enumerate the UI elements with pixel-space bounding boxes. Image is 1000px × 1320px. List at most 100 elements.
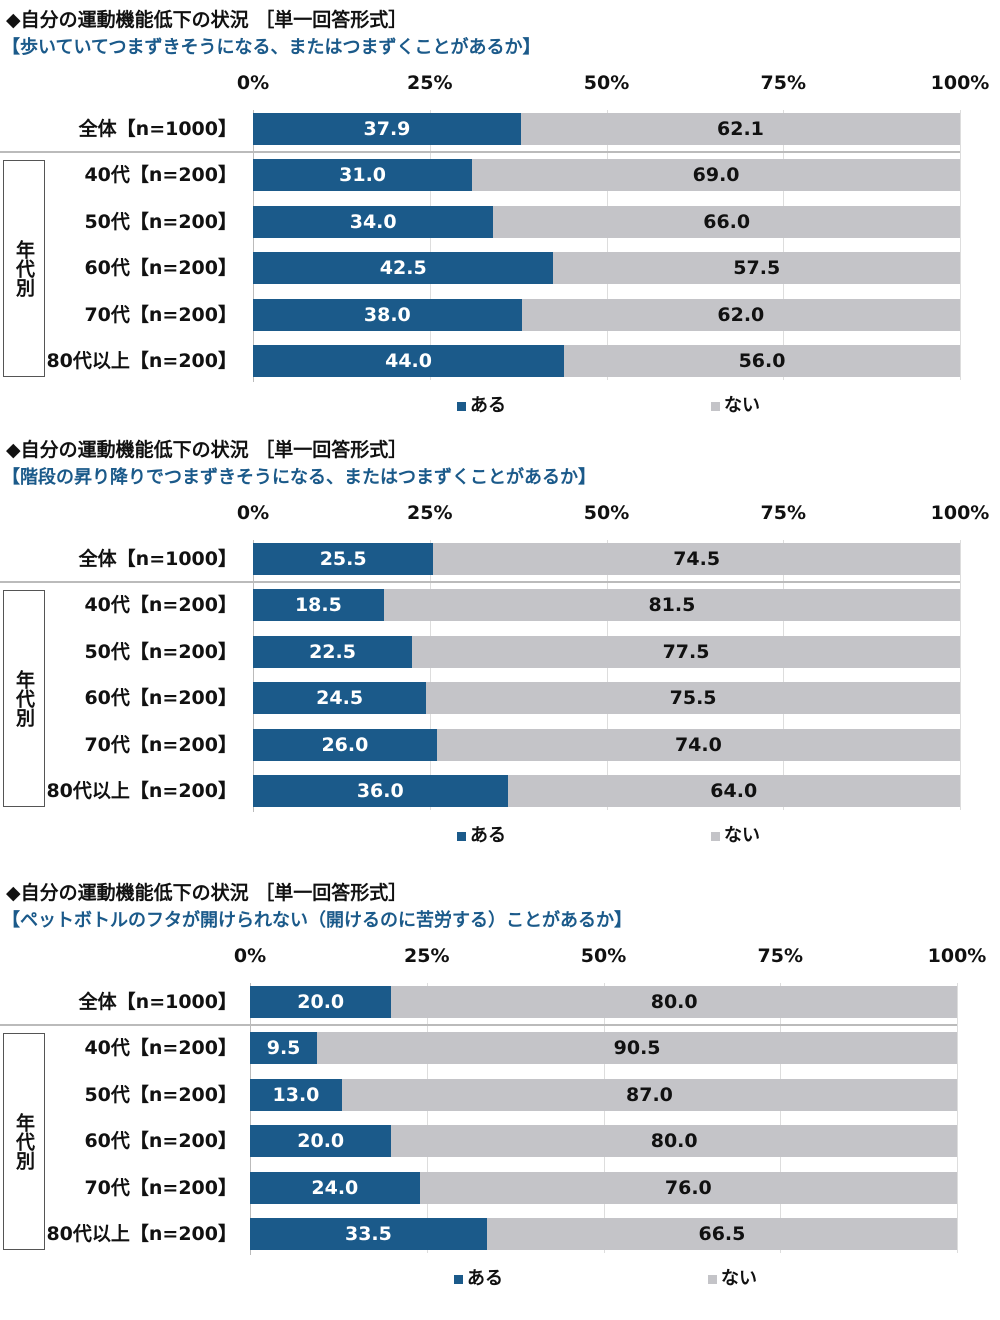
bar-aru: 36.0 <box>253 775 508 807</box>
category-label: 80代以上【n=200】 <box>46 1223 237 1245</box>
bar-aru: 13.0 <box>250 1079 342 1111</box>
gridline <box>606 540 608 810</box>
legend-item: ない <box>711 825 760 847</box>
bar-aru: 33.5 <box>250 1218 487 1250</box>
gridline <box>783 110 785 380</box>
bar-nai: 81.5 <box>383 589 960 621</box>
category-label: 80代以上【n=200】 <box>46 350 237 372</box>
legend-item: ある <box>457 825 506 847</box>
x-tick-label: 75% <box>760 502 806 524</box>
age-group-box: 年代別 <box>3 590 45 807</box>
x-tick-label: 0% <box>236 502 270 524</box>
x-tick-label: 25% <box>407 502 453 524</box>
x-tick-label: 75% <box>757 945 803 967</box>
bar-aru: 18.5 <box>253 589 384 621</box>
x-tick-label: 50% <box>583 502 630 524</box>
legend-label: ない <box>721 1268 757 1289</box>
bar-nai: 66.0 <box>493 206 960 238</box>
y-axis-line <box>253 540 254 812</box>
gridline <box>426 983 428 1253</box>
bar-nai: 74.0 <box>436 729 960 761</box>
category-label: 40代【n=200】 <box>84 1037 237 1059</box>
category-label: 70代【n=200】 <box>84 734 237 756</box>
legend-item: ない <box>711 395 760 417</box>
bar-aru: 24.0 <box>250 1172 420 1204</box>
bar-aru: 37.9 <box>253 113 521 145</box>
age-group-label: 年代別 <box>13 240 35 297</box>
bar-aru: 20.0 <box>250 1125 392 1157</box>
bar-aru: 20.0 <box>250 986 392 1018</box>
total-separator-line <box>0 581 960 583</box>
category-label: 50代【n=200】 <box>84 211 237 233</box>
bar-aru: 22.5 <box>253 636 413 668</box>
bar-aru: 26.0 <box>253 729 437 761</box>
age-group-label: 年代別 <box>13 670 35 727</box>
legend-label: ある <box>470 825 506 846</box>
legend-swatch <box>708 1274 717 1284</box>
legend-label: ない <box>724 395 760 416</box>
category-label: 全体【n=1000】 <box>78 548 237 570</box>
bar-aru: 24.5 <box>253 682 427 714</box>
chart-1: ◆自分の運動機能低下の状況 ［単一回答形式］ 【歩いていてつまずきそうになる、また… <box>0 0 1000 440</box>
category-label: 60代【n=200】 <box>84 687 237 709</box>
chart-2: ◆自分の運動機能低下の状況 ［単一回答形式］ 【階段の昇り降りでつまずきそうになる… <box>0 430 1000 870</box>
legend-swatch <box>457 831 466 841</box>
chart-3: ◆自分の運動機能低下の状況 ［単一回答形式］ 【ペットボトルのフタが開けられない（… <box>0 873 1000 1313</box>
category-label: 全体【n=1000】 <box>78 991 237 1013</box>
bar-nai: 77.5 <box>412 636 960 668</box>
chart-title: ◆自分の運動機能低下の状況 ［単一回答形式］ <box>6 882 408 904</box>
gridline <box>429 540 431 810</box>
y-axis-line <box>250 983 251 1255</box>
x-tick-label: 75% <box>760 72 806 94</box>
legend-item: ある <box>457 395 506 417</box>
bar-nai: 87.0 <box>341 1079 957 1111</box>
legend-swatch <box>454 1274 463 1284</box>
gridline <box>606 110 608 380</box>
x-tick-label: 50% <box>580 945 627 967</box>
chart-subtitle: 【歩いていてつまずきそうになる、またはつまずくことがあるか】 <box>2 37 541 58</box>
category-label: 全体【n=1000】 <box>78 118 237 140</box>
gridline <box>957 983 958 1253</box>
chart-subtitle: 【階段の昇り降りでつまずきそうになる、またはつまずくことがあるか】 <box>2 467 596 488</box>
bar-nai: 69.0 <box>472 159 960 191</box>
legend-item: ある <box>454 1268 503 1290</box>
total-separator-line <box>0 151 960 153</box>
gridline <box>960 110 961 380</box>
chart-title: ◆自分の運動機能低下の状況 ［単一回答形式］ <box>6 9 408 31</box>
bar-nai: 74.5 <box>433 543 960 575</box>
legend-label: ない <box>724 825 760 846</box>
category-label: 50代【n=200】 <box>84 1084 237 1106</box>
bar-aru: 44.0 <box>253 345 565 377</box>
bar-aru: 9.5 <box>250 1032 318 1064</box>
legend-swatch <box>711 401 720 411</box>
bar-aru: 42.5 <box>253 252 554 284</box>
bar-nai: 75.5 <box>426 682 960 714</box>
category-label: 60代【n=200】 <box>84 1130 237 1152</box>
legend-item: ない <box>708 1268 757 1290</box>
bar-aru: 25.5 <box>253 543 434 575</box>
gridline <box>429 110 431 380</box>
chart-title: ◆自分の運動機能低下の状況 ［単一回答形式］ <box>6 439 408 461</box>
legend-label: ある <box>467 1268 503 1289</box>
gridline <box>603 983 605 1253</box>
legend-swatch <box>711 831 720 841</box>
gridline <box>783 540 785 810</box>
category-label: 80代以上【n=200】 <box>46 780 237 802</box>
x-tick-label: 25% <box>404 945 450 967</box>
category-label: 50代【n=200】 <box>84 641 237 663</box>
x-tick-label: 0% <box>233 945 267 967</box>
age-group-label: 年代別 <box>13 1113 35 1170</box>
bar-nai: 64.0 <box>507 775 960 807</box>
bar-nai: 66.5 <box>486 1218 957 1250</box>
age-group-box: 年代別 <box>3 160 45 377</box>
x-tick-label: 50% <box>583 72 630 94</box>
legend-swatch <box>457 401 466 411</box>
total-separator-line <box>0 1024 957 1026</box>
category-label: 70代【n=200】 <box>84 1177 237 1199</box>
bar-nai: 80.0 <box>391 986 957 1018</box>
category-label: 60代【n=200】 <box>84 257 237 279</box>
category-label: 40代【n=200】 <box>84 594 237 616</box>
legend-label: ある <box>470 395 506 416</box>
x-tick-label: 100% <box>930 502 990 524</box>
